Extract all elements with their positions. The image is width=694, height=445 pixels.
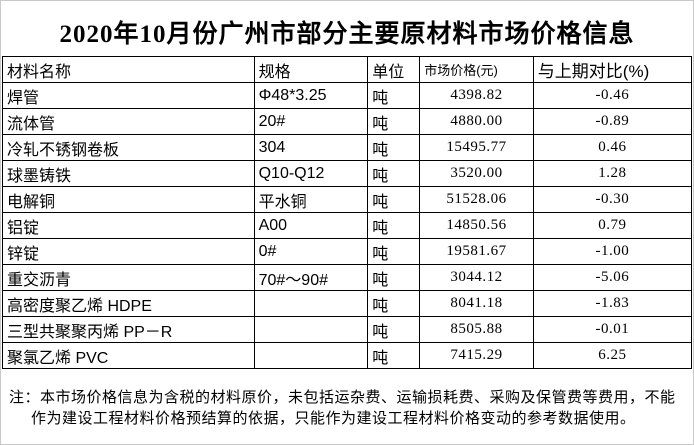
cell-spec: 70#～90# (253, 264, 369, 291)
table-row: 焊管 Φ48*3.25 吨 4398.82 -0.46 (2, 82, 693, 109)
cell-material-name: 电解铜 (2, 186, 255, 213)
cell-unit: 吨 (367, 316, 421, 343)
cell-unit: 吨 (367, 108, 421, 135)
table-row: 冷轧不锈钢卷板 304 吨 15495.77 0.46 (2, 134, 693, 161)
header-market-price: 市场价格(元) (419, 56, 534, 83)
cell-change-vs-prev: -0.01 (532, 316, 693, 343)
cell-change-vs-prev: -0.46 (532, 82, 693, 109)
cell-unit: 吨 (367, 160, 421, 187)
cell-market-price: 7415.29 (419, 342, 534, 369)
cell-spec: Φ48*3.25 (253, 82, 369, 109)
cell-spec: 20# (253, 108, 369, 135)
cell-change-vs-prev: -0.30 (532, 186, 693, 213)
material-price-table: 材料名称 规格 单位 市场价格(元) 与上期对比(%) 焊管 Φ48*3.25 … (2, 56, 693, 369)
cell-material-name: 冷轧不锈钢卷板 (2, 134, 255, 161)
cell-unit: 吨 (367, 238, 421, 265)
cell-material-name: 流体管 (2, 108, 255, 135)
cell-spec: A00 (253, 212, 369, 239)
cell-spec (253, 290, 369, 317)
footnote: 注：本市场价格信息为含税的材料原价，未包括运杂费、运输损耗费、采购及保管费等费用… (9, 389, 676, 427)
cell-market-price: 4880.00 (419, 108, 534, 135)
cell-unit: 吨 (367, 186, 421, 213)
cell-change-vs-prev: -1.00 (532, 238, 693, 265)
cell-unit: 吨 (367, 290, 421, 317)
table-row: 聚氯乙烯 PVC 吨 7415.29 6.25 (2, 342, 693, 369)
table-row: 重交沥青 70#～90# 吨 3044.12 -5.06 (2, 264, 693, 291)
cell-spec (253, 342, 369, 369)
cell-material-name: 重交沥青 (2, 264, 255, 291)
header-change-vs-prev: 与上期对比(%) (532, 56, 693, 83)
cell-spec: 平水铜 (253, 186, 369, 213)
cell-market-price: 14850.56 (419, 212, 534, 239)
cell-change-vs-prev: -5.06 (532, 264, 693, 291)
page-title: 2020年10月份广州市部分主要原材料市场价格信息 (59, 21, 635, 48)
cell-spec: 0# (253, 238, 369, 265)
cell-unit: 吨 (367, 342, 421, 369)
cell-material-name: 铝锭 (2, 212, 255, 239)
cell-change-vs-prev: -1.83 (532, 290, 693, 317)
cell-material-name: 焊管 (2, 82, 255, 109)
cell-unit: 吨 (367, 264, 421, 291)
cell-material-name: 球墨铸铁 (2, 160, 255, 187)
cell-market-price: 4398.82 (419, 82, 534, 109)
table-row: 铝锭 A00 吨 14850.56 0.79 (2, 212, 693, 239)
cell-change-vs-prev: 6.25 (532, 342, 693, 369)
cell-change-vs-prev: 0.46 (532, 134, 693, 161)
cell-change-vs-prev: 0.79 (532, 212, 693, 239)
table-header-row: 材料名称 规格 单位 市场价格(元) 与上期对比(%) (2, 56, 693, 83)
cell-material-name: 高密度聚乙烯 HDPE (2, 290, 255, 317)
table-row: 流体管 20# 吨 4880.00 -0.89 (2, 108, 693, 135)
cell-unit: 吨 (367, 82, 421, 109)
cell-unit: 吨 (367, 212, 421, 239)
cell-market-price: 15495.77 (419, 134, 534, 161)
cell-material-name: 三型共聚聚丙烯 PP－R (2, 316, 255, 343)
cell-material-name: 聚氯乙烯 PVC (2, 342, 255, 369)
cell-spec: 304 (253, 134, 369, 161)
cell-market-price: 19581.67 (419, 238, 534, 265)
cell-material-name: 锌锭 (2, 238, 255, 265)
table-row: 三型共聚聚丙烯 PP－R 吨 8505.88 -0.01 (2, 316, 693, 343)
cell-spec: Q10-Q12 (253, 160, 369, 187)
cell-market-price: 51528.06 (419, 186, 534, 213)
cell-unit: 吨 (367, 134, 421, 161)
table-row: 电解铜 平水铜 吨 51528.06 -0.30 (2, 186, 693, 213)
header-spec: 规格 (253, 56, 369, 83)
table-row: 球墨铸铁 Q10-Q12 吨 3520.00 1.28 (2, 160, 693, 187)
header-material-name: 材料名称 (2, 56, 255, 83)
table-row: 锌锭 0# 吨 19581.67 -1.00 (2, 238, 693, 265)
header-unit: 单位 (367, 56, 421, 83)
cell-change-vs-prev: -0.89 (532, 108, 693, 135)
cell-market-price: 3520.00 (419, 160, 534, 187)
table-row: 高密度聚乙烯 HDPE 吨 8041.18 -1.83 (2, 290, 693, 317)
cell-spec (253, 316, 369, 343)
cell-market-price: 8041.18 (419, 290, 534, 317)
cell-market-price: 8505.88 (419, 316, 534, 343)
cell-market-price: 3044.12 (419, 264, 534, 291)
cell-change-vs-prev: 1.28 (532, 160, 693, 187)
